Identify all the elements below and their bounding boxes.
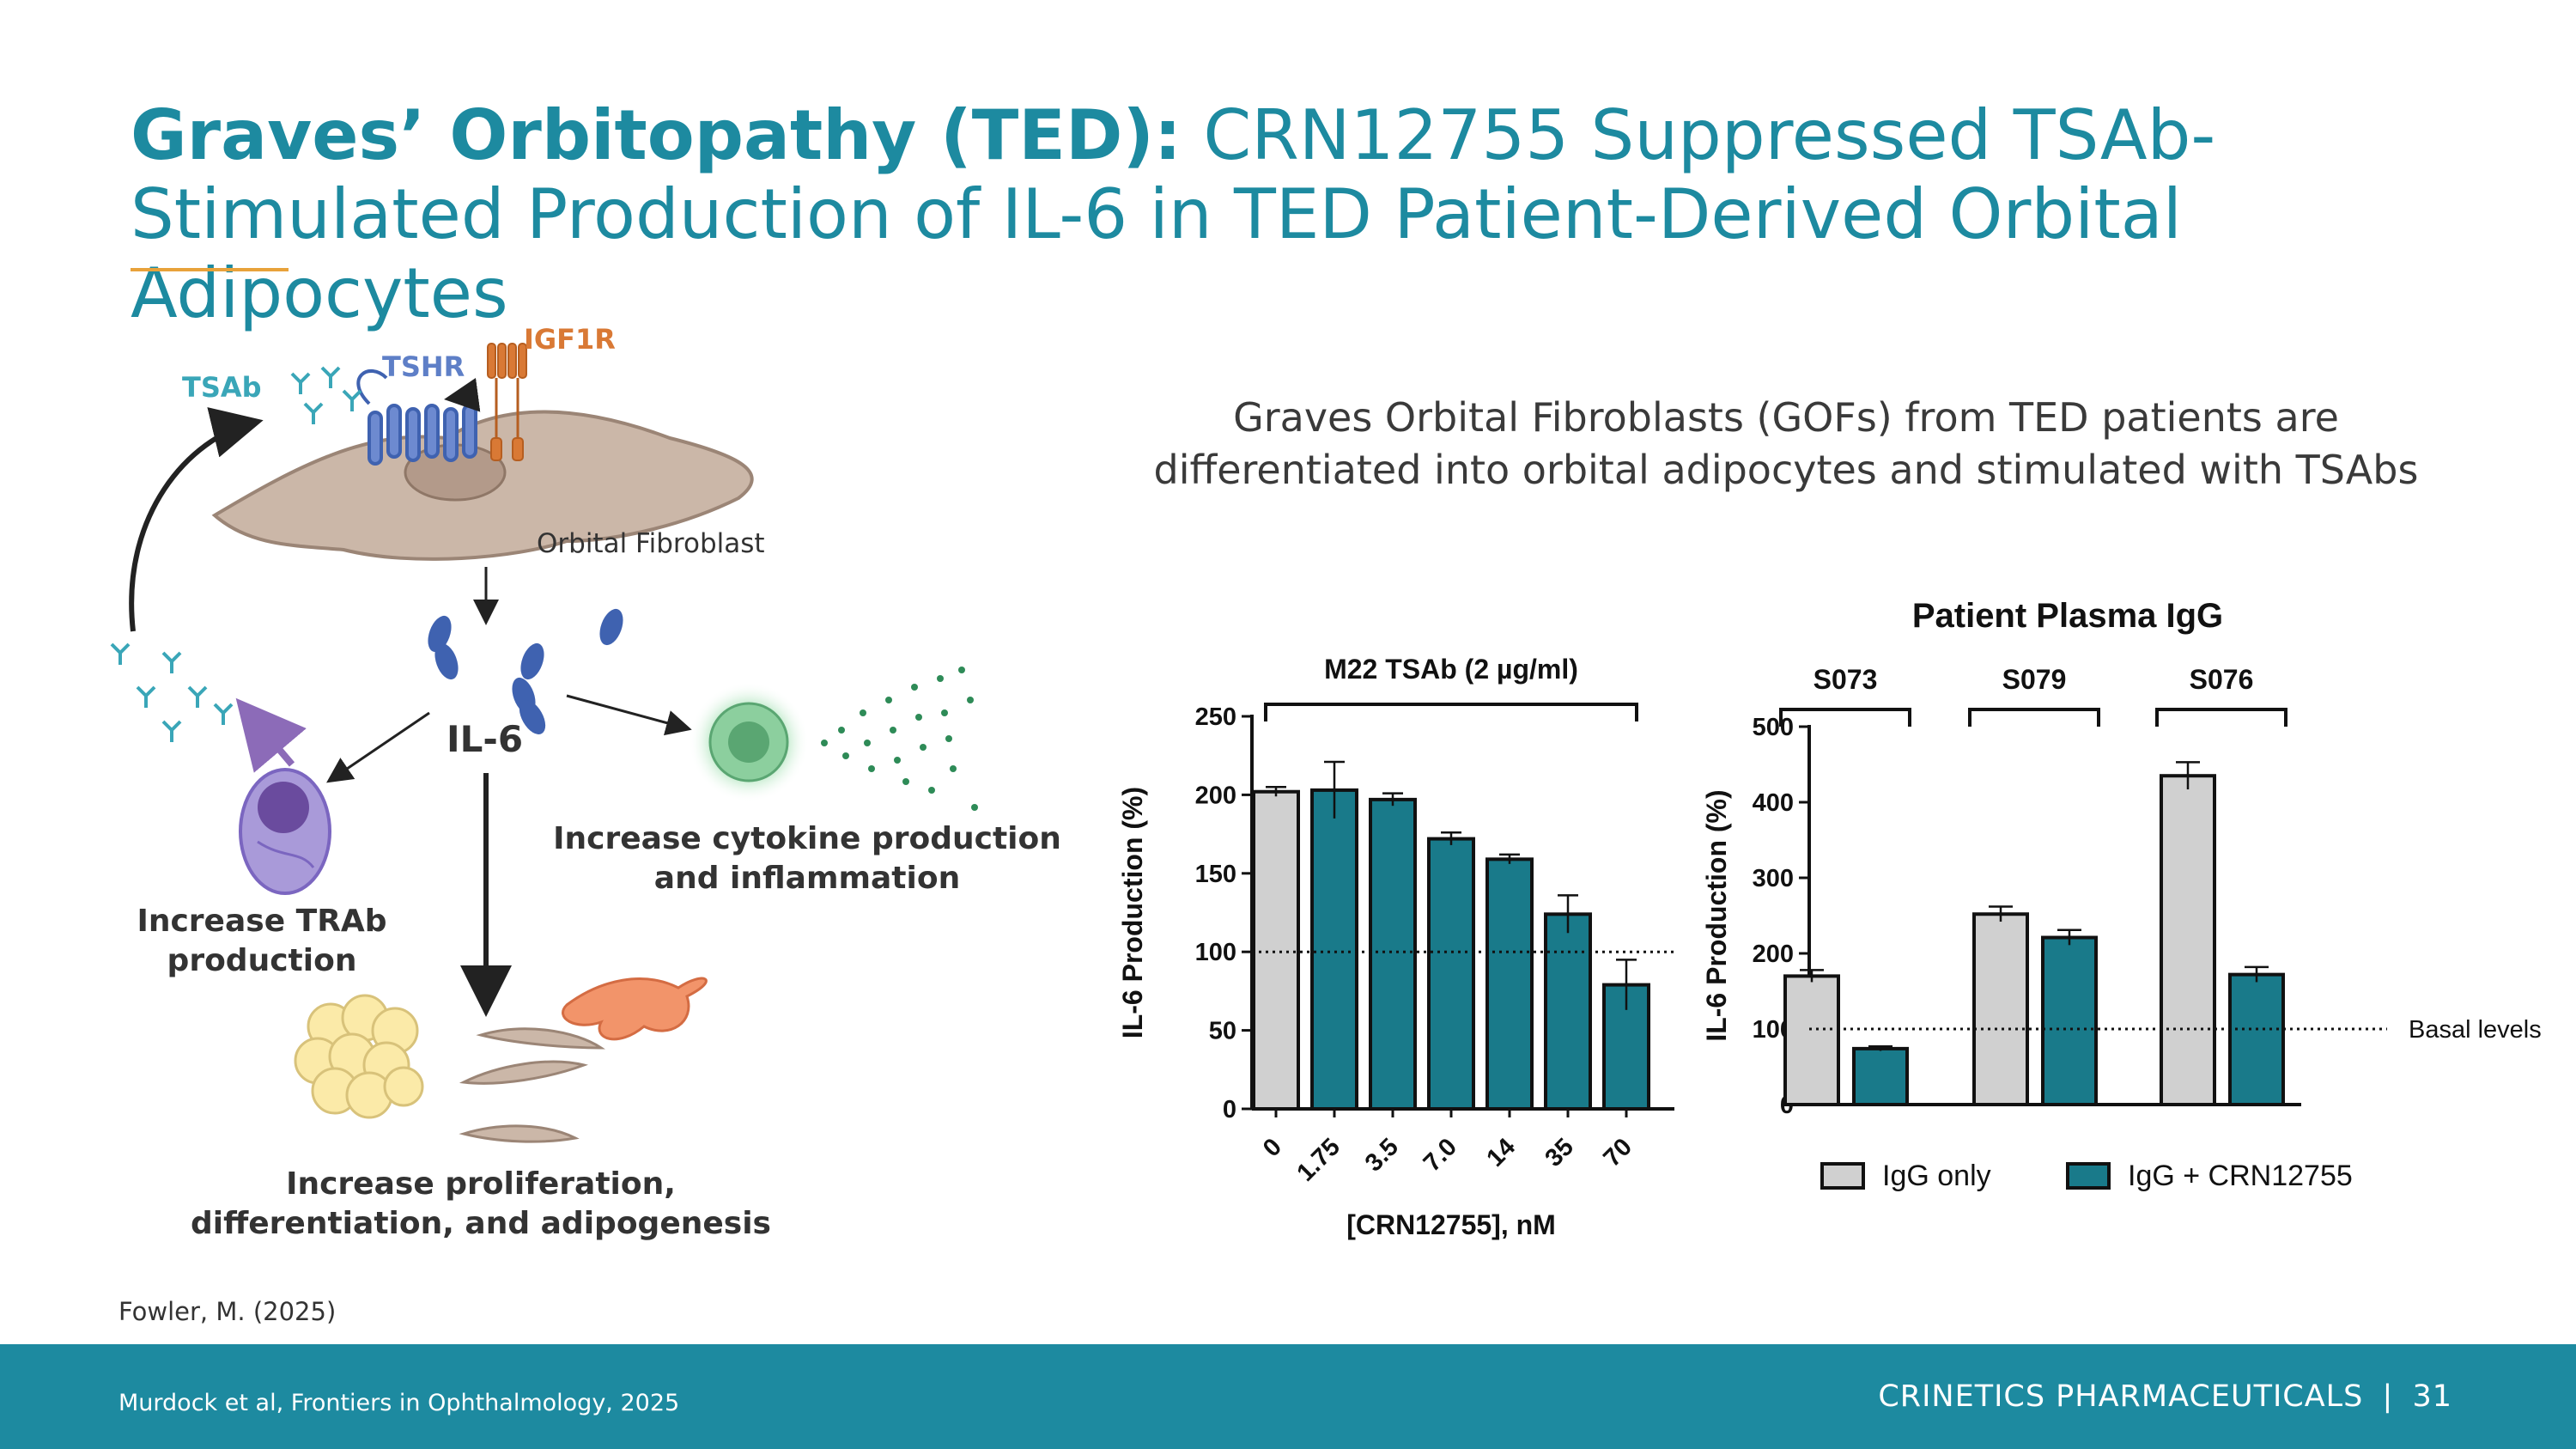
y-tick-label: 150 <box>1195 861 1236 888</box>
group-label: S079 <box>2002 664 2067 695</box>
bar <box>1427 837 1475 1111</box>
chart-subtitle: Graves Orbital Fibroblasts (GOFs) from T… <box>1073 392 2499 496</box>
footer-separator: | <box>2382 1379 2394 1414</box>
cytokine-effect-label: Increase cytokine production and inflamm… <box>550 819 1065 898</box>
bar <box>1972 912 2029 1106</box>
company-name: CRINETICS PHARMACEUTICALS <box>1878 1379 2364 1414</box>
footer-brand: CRINETICS PHARMACEUTICALS | 31 <box>1838 1379 2452 1414</box>
y-tick-label: 200 <box>1753 941 1794 968</box>
bar <box>2041 935 2098 1106</box>
y-tick-label: 50 <box>1209 1018 1236 1045</box>
title-underline <box>131 268 289 271</box>
subtitle-line-1: Graves Orbital Fibroblasts (GOFs) from T… <box>1233 394 2339 441</box>
x-tick-label: 0 <box>1258 1133 1287 1162</box>
tsab-label: TSAb <box>182 371 262 404</box>
legend-swatch <box>1820 1162 1865 1190</box>
x-tick-label: 7.0 <box>1419 1133 1462 1177</box>
patient-plasma-igg-chart: 0100200300400500S073S079S076Basal levels… <box>1701 597 2542 1192</box>
trab-line-1: Increase TRAb <box>137 904 387 939</box>
igf1r-label: IGF1R <box>524 323 616 356</box>
mechanism-diagram: TSAb TSHR IGF1R Orbital Fibroblast IL-6 … <box>86 309 1116 1254</box>
y-tick-label: 300 <box>1753 865 1794 892</box>
mechanism-illustration <box>110 343 978 1143</box>
chart-title: M22 TSAb (2 µg/ml) <box>1324 654 1578 685</box>
cytokine-line-1: Increase cytokine production <box>553 821 1061 856</box>
group-label: S073 <box>1814 664 1878 695</box>
spindle-cell-3 <box>459 1124 580 1143</box>
y-tick-label: 400 <box>1753 789 1794 817</box>
title-bold: Graves’ Orbitopathy (TED): <box>131 95 1182 175</box>
legend-swatch <box>2066 1162 2111 1190</box>
citation: Fowler, M. (2025) <box>118 1297 337 1326</box>
proliferation-line-1: Increase proliferation, <box>286 1166 676 1202</box>
group-bracket <box>1968 708 2100 727</box>
bar <box>1310 788 1358 1111</box>
legend-label: IgG + CRN12755 <box>2128 1160 2353 1192</box>
spindle-cell-1 <box>459 1060 589 1085</box>
bar <box>1544 912 1592 1111</box>
trab-line-2: production <box>167 943 357 978</box>
reference-label: Basal levels <box>2409 1016 2542 1044</box>
bar <box>1252 789 1300 1111</box>
free-antibodies <box>110 642 234 742</box>
subtitle-line-2: differentiated into orbital adipocytes a… <box>1153 447 2419 493</box>
page-number: 31 <box>2412 1379 2452 1414</box>
y-axis-label: IL-6 Production (%) <box>1701 789 1732 1041</box>
title-rest: CRN12755 Suppressed TSAb-Stimulated Prod… <box>131 95 2216 333</box>
cell-label: Orbital Fibroblast <box>537 528 765 559</box>
title-bracket <box>1264 703 1638 721</box>
bar <box>2160 774 2216 1106</box>
x-axis-label: [CRN12755], nM <box>1346 1209 1556 1240</box>
il6-label: IL-6 <box>447 718 524 760</box>
y-tick-label: 0 <box>1223 1096 1236 1123</box>
tsab-antibodies <box>290 366 362 424</box>
y-tick-label: 250 <box>1195 703 1236 731</box>
cytokine-line-2: and inflammation <box>653 861 961 896</box>
bar <box>2228 972 2285 1107</box>
y-axis-label: IL-6 Production (%) <box>1117 787 1148 1038</box>
group-bracket <box>1779 708 1911 727</box>
bar <box>1485 857 1534 1111</box>
il6-molecules <box>428 608 623 734</box>
y-tick-label: 500 <box>1753 714 1794 741</box>
myofibroblast <box>562 977 708 1041</box>
y-tick-label: 200 <box>1195 782 1236 809</box>
bar <box>1783 974 1840 1106</box>
proliferation-effect-label: Increase proliferation, differentiation,… <box>189 1165 773 1244</box>
bar <box>1852 1046 1909 1107</box>
x-tick-label: 3.5 <box>1360 1133 1404 1177</box>
group-label: S076 <box>2190 664 2254 695</box>
feedback-arrow <box>129 407 264 632</box>
group-bracket <box>2155 708 2287 727</box>
x-tick-label: 35 <box>1540 1133 1579 1172</box>
x-tick-label: 1.75 <box>1291 1133 1346 1187</box>
footer-bar <box>0 1344 2576 1449</box>
trab-effect-label: Increase TRAb production <box>120 902 404 981</box>
tshr-label: TSHR <box>382 350 465 383</box>
footnote: Murdock et al, Frontiers in Ophthalmolog… <box>118 1390 680 1416</box>
bar <box>1369 797 1417 1111</box>
y-tick-label: 100 <box>1195 939 1236 966</box>
legend-label: IgG only <box>1882 1160 1991 1192</box>
spindle-cell-2 <box>476 1027 605 1050</box>
page-title: Graves’ Orbitopathy (TED): CRN12755 Supp… <box>131 96 2535 333</box>
cytokine-dots <box>821 667 978 811</box>
chart-title: Patient Plasma IgG <box>1912 597 2223 635</box>
x-tick-label: 70 <box>1599 1133 1637 1172</box>
proliferation-line-2: differentiation, and adipogenesis <box>190 1206 771 1241</box>
x-tick-label: 14 <box>1482 1133 1521 1172</box>
adipocyte-cluster <box>294 994 424 1119</box>
